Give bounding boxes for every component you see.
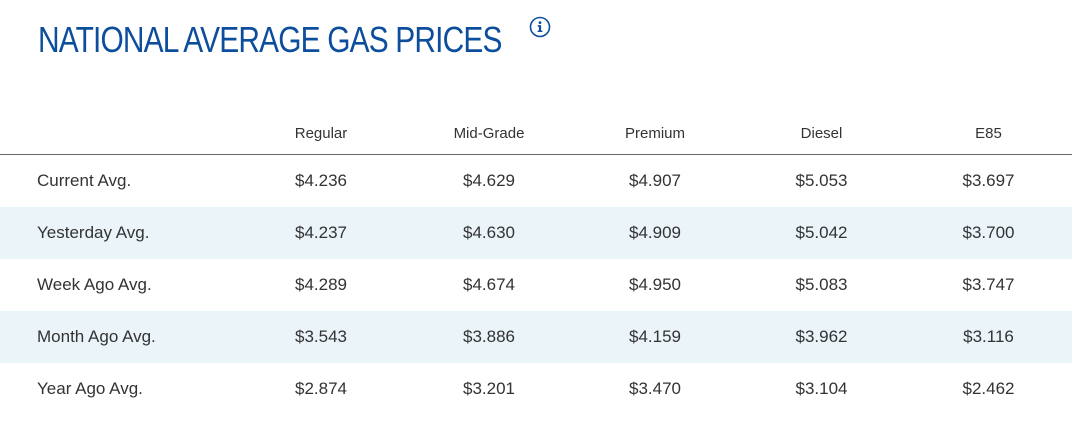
price-cell: $4.237: [236, 207, 406, 259]
price-cell: $4.907: [629, 171, 681, 190]
price-cell: $4.289: [295, 275, 347, 294]
table-row: Year Ago Avg. $2.874 $3.201 $3.470 $3.10…: [0, 363, 1072, 415]
row-label: Yesterday Avg.: [0, 207, 236, 259]
header-cell-label: [0, 90, 236, 155]
header-cell-regular: Regular: [236, 90, 406, 155]
price-cell: $5.042: [738, 207, 905, 259]
header-cell-premium: Premium: [572, 90, 738, 155]
price-cell: $3.700: [905, 207, 1072, 259]
price-cell: $3.470: [629, 379, 681, 398]
price-cell: $3.962: [738, 311, 905, 363]
row-label: Current Avg.: [37, 171, 132, 190]
page-title: NATIONAL AVERAGE GAS PRICES: [38, 19, 502, 60]
header-cell-mid-grade: Mid-Grade: [406, 90, 572, 155]
header-cell-diesel: Diesel: [738, 90, 905, 155]
price-cell: $3.201: [463, 379, 515, 398]
header-row: Regular Mid-Grade Premium Diesel E85: [0, 90, 1072, 155]
price-cell: $4.909: [572, 207, 738, 259]
price-cell: $3.543: [236, 311, 406, 363]
row-label: Month Ago Avg.: [0, 311, 236, 363]
price-cell: $4.629: [463, 171, 515, 190]
title-block: NATIONAL AVERAGE GAS PRICES: [38, 16, 551, 64]
table-body: Current Avg. $4.236 $4.629 $4.907 $5.053…: [0, 155, 1072, 416]
price-cell: $5.053: [795, 171, 848, 190]
price-cell: $4.950: [629, 275, 681, 294]
price-cell: $2.462: [962, 379, 1015, 398]
price-cell: $5.083: [795, 275, 848, 294]
price-cell: $2.874: [295, 379, 347, 398]
price-cell: $3.104: [795, 379, 848, 398]
table-header: Regular Mid-Grade Premium Diesel E85: [0, 90, 1072, 155]
gas-price-table: Regular Mid-Grade Premium Diesel E85 Cur…: [0, 90, 1072, 415]
price-cell: $3.747: [962, 275, 1015, 294]
table-row: Month Ago Avg. $3.543 $3.886 $4.159 $3.9…: [0, 311, 1072, 363]
table-row: Week Ago Avg. $4.289 $4.674 $4.950 $5.08…: [0, 259, 1072, 311]
row-label: Year Ago Avg.: [37, 379, 143, 398]
row-label: Week Ago Avg.: [37, 275, 152, 294]
table-row: Yesterday Avg. $4.237 $4.630 $4.909 $5.0…: [0, 207, 1072, 259]
price-cell: $3.697: [962, 171, 1015, 190]
table-row: Current Avg. $4.236 $4.629 $4.907 $5.053…: [0, 155, 1072, 208]
info-circle-icon[interactable]: [529, 16, 551, 38]
price-cell: $3.886: [406, 311, 572, 363]
price-cell: $4.159: [572, 311, 738, 363]
price-cell: $4.674: [463, 275, 515, 294]
price-cell: $4.236: [295, 171, 347, 190]
price-cell: $3.116: [905, 311, 1072, 363]
header-cell-e85: E85: [905, 90, 1072, 155]
price-cell: $4.630: [406, 207, 572, 259]
